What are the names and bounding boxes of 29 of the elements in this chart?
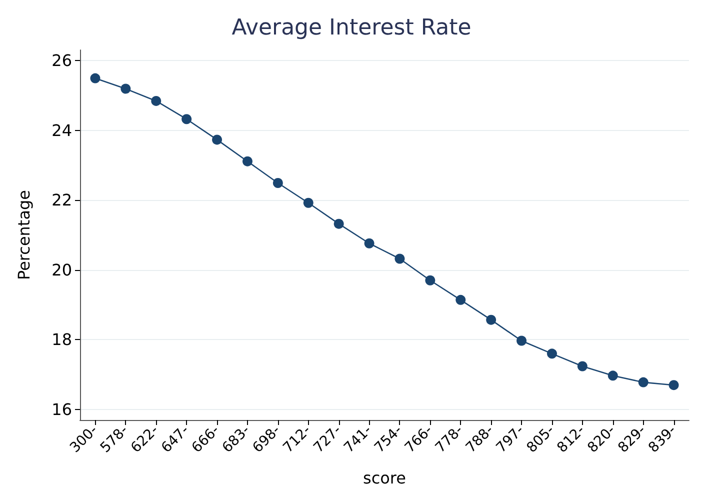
y-tick-label: 24 [52,120,72,140]
point [364,238,374,248]
point [546,348,557,359]
x-axis-title: score [363,468,406,488]
chart-title: Average Interest Rate [232,16,472,40]
y-tick-label: 16 [52,400,72,420]
point [182,114,192,124]
point [151,96,162,106]
point [90,73,100,84]
point [608,370,618,381]
point [242,156,252,166]
point [486,314,496,325]
y-tick-label: 18 [52,330,72,350]
point [212,134,222,145]
y-tick-label: 20 [52,260,72,280]
point [668,380,679,390]
y-tick-label: 26 [52,50,72,70]
point [425,275,436,286]
y-tick-label: 22 [52,190,72,210]
point [272,178,283,188]
point [516,336,527,346]
point [577,361,588,372]
point [638,377,648,388]
point [303,198,314,208]
point [394,254,405,264]
point [120,84,131,94]
point [456,294,466,305]
point [334,218,344,229]
y-axis-title: Percentage [14,190,34,280]
